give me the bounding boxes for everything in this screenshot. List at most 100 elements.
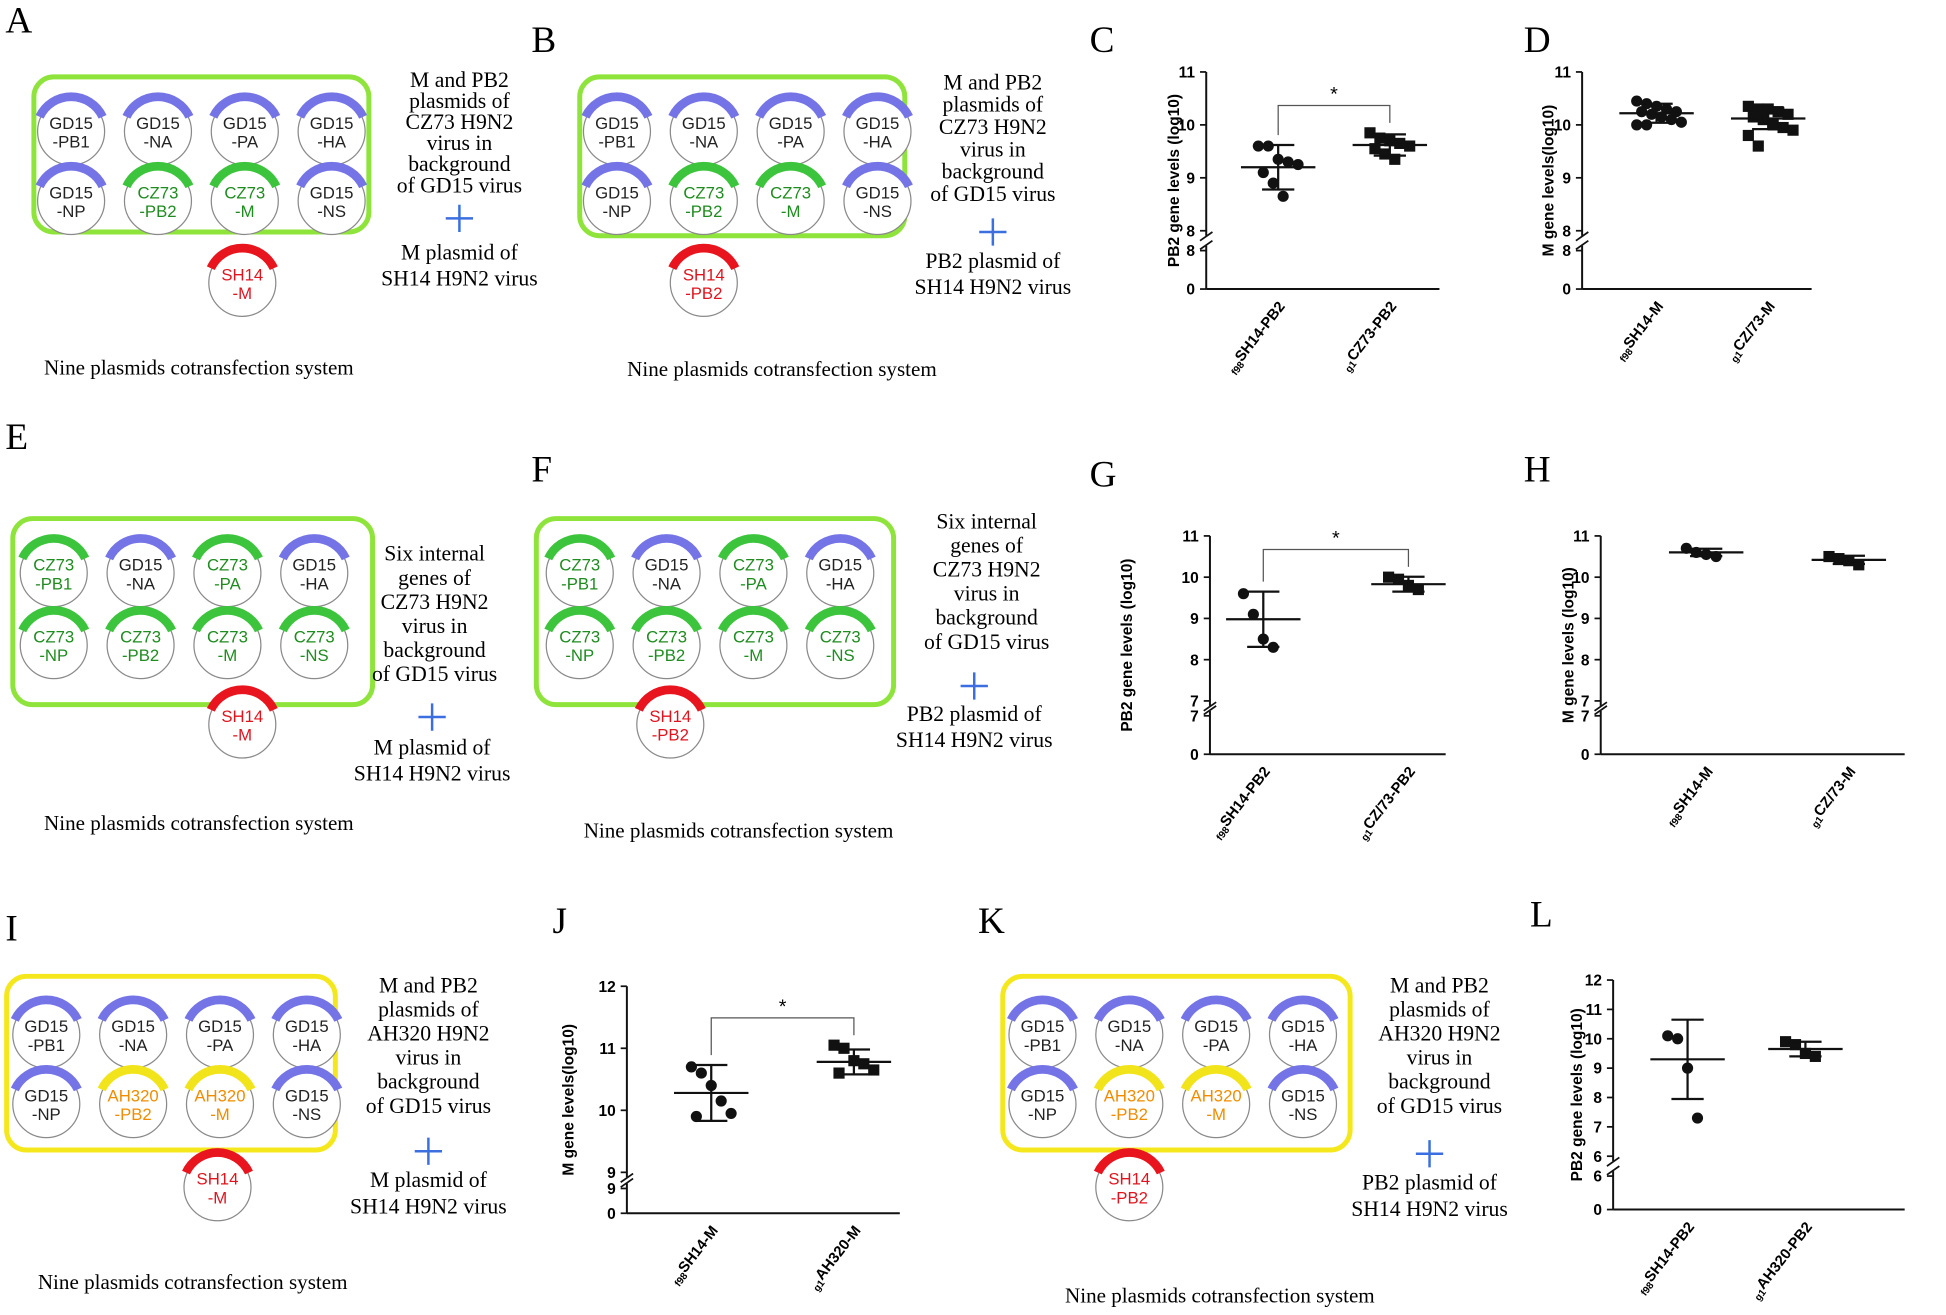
plasmid-insert [1093, 1065, 1165, 1092]
data-point [1787, 124, 1799, 136]
axis-break [1594, 701, 1608, 716]
plasmid-label: -HA [300, 574, 330, 593]
plasmid-label: -PB1 [35, 574, 72, 593]
plasmid-label: SH14 [1108, 1170, 1150, 1189]
plasmid-insert [97, 1065, 169, 1092]
x-tick-label: g1CZ/73-M [1804, 764, 1861, 830]
plasmid-label: GD15 [1107, 1017, 1151, 1036]
data-point [715, 1095, 727, 1107]
x-tick-label: g1CZ73-PB2 [1337, 299, 1402, 375]
plasmid-label: CZ73 [33, 628, 74, 647]
plasmid-label: CZ73 [294, 628, 335, 647]
data-point [1772, 106, 1784, 118]
plasmid-insert [18, 534, 90, 561]
data-point [1660, 103, 1673, 115]
added-description-line: SH14 H9N2 virus [915, 275, 1072, 299]
sd-error-bar [1373, 133, 1406, 157]
description-line: genes of [398, 566, 472, 590]
caption: Nine plasmids cotransfection system [1065, 1284, 1375, 1308]
description-line: of GD15 virus [930, 182, 1055, 206]
significance-label: * [779, 996, 787, 1018]
data-point [1777, 121, 1789, 134]
y-axis-label: PB2 gene levels (log10) [1569, 1008, 1586, 1181]
plasmid-label: -NS [317, 202, 346, 221]
y-tick-label: 10 [1572, 570, 1589, 587]
y-tick-label: 0 [607, 1206, 616, 1223]
data-point [1364, 127, 1376, 139]
description-line: of GD15 virus [397, 173, 522, 197]
plasmid-insert [97, 995, 169, 1022]
plus-sign [414, 1137, 443, 1165]
x-tick-label-main: SH14-M [1621, 299, 1667, 352]
y-axis-label: M gene levels(log10) [561, 1024, 578, 1176]
plasmid-insert [184, 995, 256, 1022]
plasmid-insert [581, 161, 653, 189]
diagram-panel: FCZ73-PB1GD15-NACZ73-PAGD15-HACZ73-NPCZ7… [531, 449, 1052, 842]
description-line: M and PB2 [379, 973, 478, 997]
diagram-panel: KGD15-PB1GD15-NAGD15-PAGD15-HAGD15-NPAH3… [978, 901, 1508, 1308]
y-tick-label: 11 [1573, 529, 1590, 546]
plasmid-label: CZ73 [733, 556, 774, 575]
data-point [1292, 158, 1304, 171]
plasmid-insert [209, 161, 281, 189]
x-tick-label: f98SH14-PB2 [1224, 299, 1291, 378]
significance-bracket [710, 1017, 855, 1056]
x-tick-label-main: SH14-PB2 [1232, 299, 1288, 365]
plasmid-label: -PB2 [652, 726, 689, 745]
plasmid-insert [184, 1065, 256, 1092]
panel-label: D [1524, 20, 1551, 61]
plasmid-label: -M [781, 202, 801, 221]
plasmid-label: GD15 [49, 114, 93, 133]
plasmid-insert [105, 606, 176, 633]
plasmid-label: -NS [292, 1105, 321, 1124]
added-description-line: PB2 plasmid of [1362, 1171, 1498, 1195]
sd-error-bar [1752, 106, 1785, 131]
plasmid-insert [1267, 1065, 1339, 1092]
plasmid-label: -NA [119, 1036, 149, 1055]
caption: Nine plasmids cotransfection system [627, 357, 937, 381]
plasmid-label: CZ73 [733, 628, 774, 647]
data-point [1237, 588, 1250, 600]
data-point [685, 1061, 697, 1073]
plasmid-insert [842, 92, 913, 119]
plasmid-label: -NP [603, 202, 632, 221]
plasmid-label: GD15 [285, 1087, 329, 1106]
plasmid-label: GD15 [856, 183, 900, 202]
y-tick-label: 11 [1179, 65, 1196, 82]
panel-label: F [531, 449, 552, 490]
plasmid-label: -NP [32, 1105, 61, 1124]
data-point [1742, 100, 1754, 112]
description-line: virus in [427, 131, 493, 155]
plasmid-label: SH14 [221, 707, 263, 726]
plasmid-label: -NA [144, 133, 174, 152]
plasmid-label: -PB2 [139, 202, 176, 221]
panel-label: J [552, 901, 566, 942]
y-tick-label: 10 [1182, 570, 1199, 587]
plasmid-insert [105, 534, 176, 561]
plasmid-label: AH320 [108, 1087, 159, 1106]
data-point [868, 1064, 880, 1076]
axis-break [620, 1172, 634, 1188]
plasmid-label: -PB2 [1111, 1188, 1148, 1207]
y-axis-label: M gene levels(log10) [1541, 105, 1558, 257]
sd-error-bar [837, 1048, 871, 1076]
description-line: CZ73 H9N2 [405, 110, 513, 134]
data-point [828, 1039, 840, 1051]
plasmid-label: GD15 [310, 114, 354, 133]
plasmid-label: GD15 [198, 1017, 242, 1036]
plasmid-label: GD15 [1281, 1087, 1325, 1106]
plasmid-label: GD15 [136, 114, 180, 133]
data-point [1277, 190, 1289, 202]
caption: Nine plasmids cotransfection system [584, 818, 894, 842]
panel-label: B [531, 20, 556, 61]
added-description-line: PB2 plasmid of [907, 702, 1043, 726]
plasmid-label: GD15 [1281, 1017, 1325, 1036]
description-line: plasmids of [1389, 998, 1490, 1022]
x-tick-label-main: AH320-PB2 [1754, 1220, 1816, 1293]
plasmid-label: GD15 [292, 556, 336, 575]
plasmid-label: GD15 [310, 183, 354, 202]
y-tick-label: 10 [598, 1103, 615, 1120]
plasmid-label: AH320 [1104, 1087, 1155, 1106]
description-line: background [408, 152, 511, 176]
plasmid-insert [634, 685, 706, 712]
